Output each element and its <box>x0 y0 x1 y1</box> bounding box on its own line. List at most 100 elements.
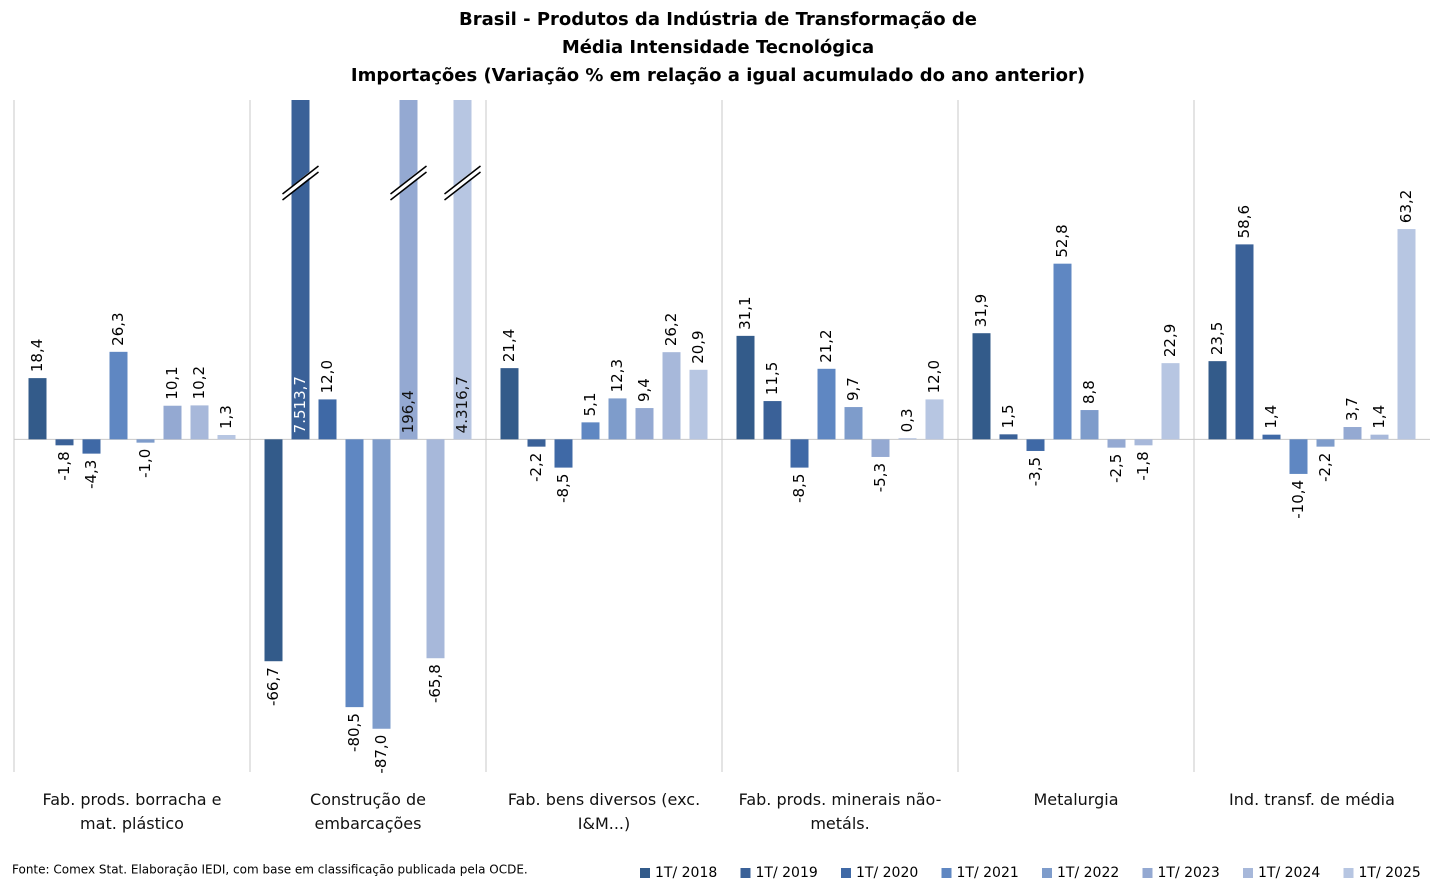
legend-label: 1T/ 2020 <box>856 865 918 881</box>
x-tick-label: Metalurgia <box>1033 790 1119 809</box>
bar <box>1370 434 1389 440</box>
x-tick-label: Construção de embarcações <box>310 790 426 833</box>
legend-label: 1T/ 2022 <box>1057 865 1119 881</box>
legend-swatch <box>640 868 650 878</box>
bar <box>1053 263 1072 440</box>
x-tick-label: Fab. prods. borracha e mat. plástico <box>42 790 222 833</box>
bar <box>28 378 47 440</box>
bar <box>55 439 74 446</box>
chart-title: Importações (Variação % em relação a igu… <box>351 65 1085 86</box>
data-label: 26,3 <box>109 312 127 345</box>
data-label: 11,5 <box>763 362 781 395</box>
legend-swatch <box>1042 868 1052 878</box>
data-label: 12,3 <box>608 359 626 392</box>
bar <box>925 399 944 440</box>
bar <box>581 422 600 440</box>
legend-swatch <box>1343 868 1354 878</box>
legend-swatch <box>941 868 952 878</box>
data-label: 52,8 <box>1053 224 1071 257</box>
data-label: -1,8 <box>1134 451 1152 480</box>
bar <box>999 434 1018 440</box>
bars <box>28 100 1416 729</box>
bar <box>345 439 364 708</box>
x-tick-label: Fab. prods. minerais não-metáls. <box>738 790 942 833</box>
data-label: -66,7 <box>264 667 282 706</box>
data-label: 9,7 <box>844 377 862 401</box>
bar <box>635 408 654 440</box>
data-label: 1,4 <box>1370 405 1388 429</box>
break-mark <box>282 171 319 201</box>
bar <box>790 439 809 468</box>
bar <box>372 439 391 729</box>
bar <box>844 407 863 440</box>
data-label: 21,2 <box>817 329 835 362</box>
bar <box>972 333 991 440</box>
data-label: -2,2 <box>527 453 545 482</box>
bar <box>1262 434 1281 440</box>
data-label: 20,9 <box>689 330 707 363</box>
bar <box>1026 439 1045 451</box>
data-label: -1,8 <box>55 451 73 480</box>
data-label: 9,4 <box>635 378 653 402</box>
data-label: -1,0 <box>136 449 154 478</box>
legend-label: 1T/ 2021 <box>957 865 1019 881</box>
bar <box>264 439 283 662</box>
bar <box>871 439 890 457</box>
data-label: -8,5 <box>554 474 572 503</box>
bar <box>817 368 836 440</box>
data-label: 196,4 <box>399 390 417 433</box>
break-mark <box>390 171 427 201</box>
data-label: -10,4 <box>1289 480 1307 519</box>
break-mark <box>444 165 481 195</box>
chart-title: Média Intensidade Tecnológica <box>562 37 874 58</box>
bar <box>82 439 101 454</box>
bar <box>291 100 310 440</box>
data-label: 23,5 <box>1208 322 1226 355</box>
bar <box>1107 439 1126 448</box>
data-label: -2,5 <box>1107 454 1125 483</box>
legend-label: 1T/ 2025 <box>1359 865 1421 881</box>
bar <box>163 405 182 440</box>
legend-swatch <box>1243 868 1253 878</box>
bar <box>763 401 782 440</box>
data-label: 58,6 <box>1235 205 1253 238</box>
bar <box>1161 363 1180 440</box>
bar <box>1316 439 1335 447</box>
data-label: -80,5 <box>345 713 363 752</box>
data-label: 10,2 <box>190 366 208 399</box>
x-tick-label: Ind. transf. de média <box>1229 790 1395 809</box>
data-label: -65,8 <box>426 664 444 703</box>
legend-swatch <box>841 868 851 878</box>
data-label: 31,9 <box>972 294 990 327</box>
data-label: 63,2 <box>1397 190 1415 223</box>
data-label: -3,5 <box>1026 457 1044 486</box>
bar <box>898 438 917 440</box>
break-mark <box>282 165 319 195</box>
legend-swatch <box>1142 868 1153 878</box>
bar <box>500 368 519 440</box>
legend-label: 1T/ 2018 <box>655 865 717 881</box>
data-label: -2,2 <box>1316 453 1334 482</box>
bar <box>426 439 445 659</box>
bar <box>554 439 573 468</box>
data-label: 22,9 <box>1161 324 1179 357</box>
data-label: 5,1 <box>581 393 599 417</box>
data-label: 10,1 <box>163 366 181 399</box>
bar <box>109 351 128 440</box>
data-label: 3,7 <box>1343 397 1361 421</box>
bar <box>1343 427 1362 440</box>
data-label: -5,3 <box>871 463 889 492</box>
data-label: 8,8 <box>1080 380 1098 404</box>
bar <box>190 405 209 440</box>
data-label: 21,4 <box>500 329 518 362</box>
legend-label: 1T/ 2024 <box>1258 865 1320 881</box>
data-label: 4.316,7 <box>453 376 471 433</box>
data-label: 18,4 <box>28 339 46 372</box>
bar <box>217 435 236 440</box>
bar <box>136 439 155 443</box>
bar <box>1289 439 1308 474</box>
data-label: 1,5 <box>999 404 1017 428</box>
break-mark <box>390 165 427 195</box>
bar <box>689 369 708 440</box>
